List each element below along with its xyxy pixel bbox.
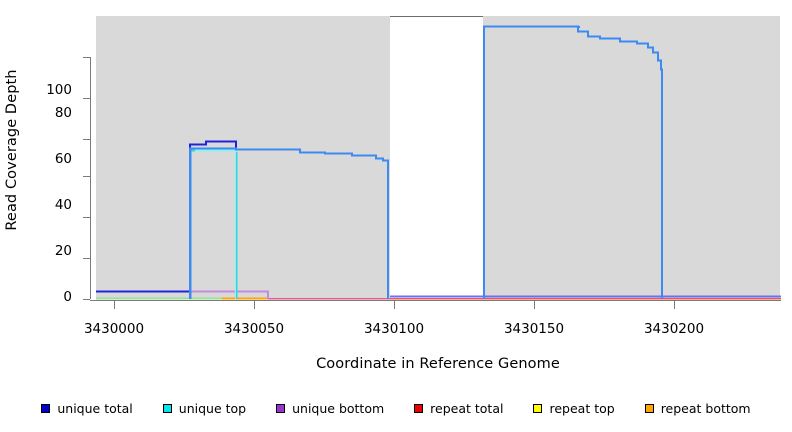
- shaded-region-left: [96, 16, 390, 299]
- legend-label-unique-total: unique total: [57, 400, 133, 416]
- series-coverage-right: [482, 25, 664, 299]
- y-tick-label-100: 100: [46, 82, 72, 98]
- legend-label-repeat-top: repeat top: [549, 400, 615, 416]
- legend-swatch-unique-total: [41, 403, 51, 413]
- series-coverage-left: [188, 147, 390, 299]
- legend-swatch-unique-top: [162, 403, 172, 413]
- x-tick-label-3430150: 3430150: [503, 321, 565, 337]
- legend-item-unique-top[interactable]: unique top: [162, 400, 247, 416]
- y-tick-label-0: 0: [63, 289, 72, 305]
- legend-swatch-repeat-bottom: [644, 403, 654, 413]
- legend-item-unique-total[interactable]: unique total: [41, 400, 133, 416]
- legend-label-unique-top: unique top: [178, 400, 247, 416]
- y-tick-label-60: 60: [54, 151, 72, 167]
- shaded-region-right: [483, 16, 780, 299]
- x-tick-label-3430050: 3430050: [223, 321, 285, 337]
- y-tick-label-40: 40: [54, 197, 72, 213]
- y-tick-label-80: 80: [54, 105, 72, 121]
- x-axis-title: Coordinate in Reference Genome: [96, 356, 780, 372]
- x-tick-label-3430200: 3430200: [643, 321, 705, 337]
- x-tick-label-3430000: 3430000: [83, 321, 145, 337]
- x-tick-label-3430100: 3430100: [363, 321, 425, 337]
- x-axis-title-text: Coordinate in Reference Genome: [316, 356, 560, 372]
- legend-item-repeat-bottom[interactable]: repeat bottom: [644, 400, 751, 416]
- legend: unique total unique top unique bottom re…: [0, 398, 792, 418]
- legend-item-unique-bottom[interactable]: unique bottom: [276, 401, 384, 416]
- legend-label-repeat-total: repeat total: [430, 400, 504, 416]
- legend-swatch-repeat-total: [414, 403, 424, 413]
- legend-item-repeat-total[interactable]: repeat total: [414, 401, 503, 416]
- y-axis: [83, 56, 92, 301]
- y-tick-label-20: 20: [54, 243, 72, 259]
- legend-swatch-repeat-top: [533, 403, 543, 413]
- x-axis: [90, 299, 781, 309]
- legend-item-repeat-top[interactable]: repeat top: [533, 400, 615, 416]
- legend-label-repeat-bottom: repeat bottom: [660, 400, 751, 416]
- legend-label-unique-bottom: unique bottom: [292, 400, 385, 416]
- legend-swatch-unique-bottom: [276, 403, 286, 413]
